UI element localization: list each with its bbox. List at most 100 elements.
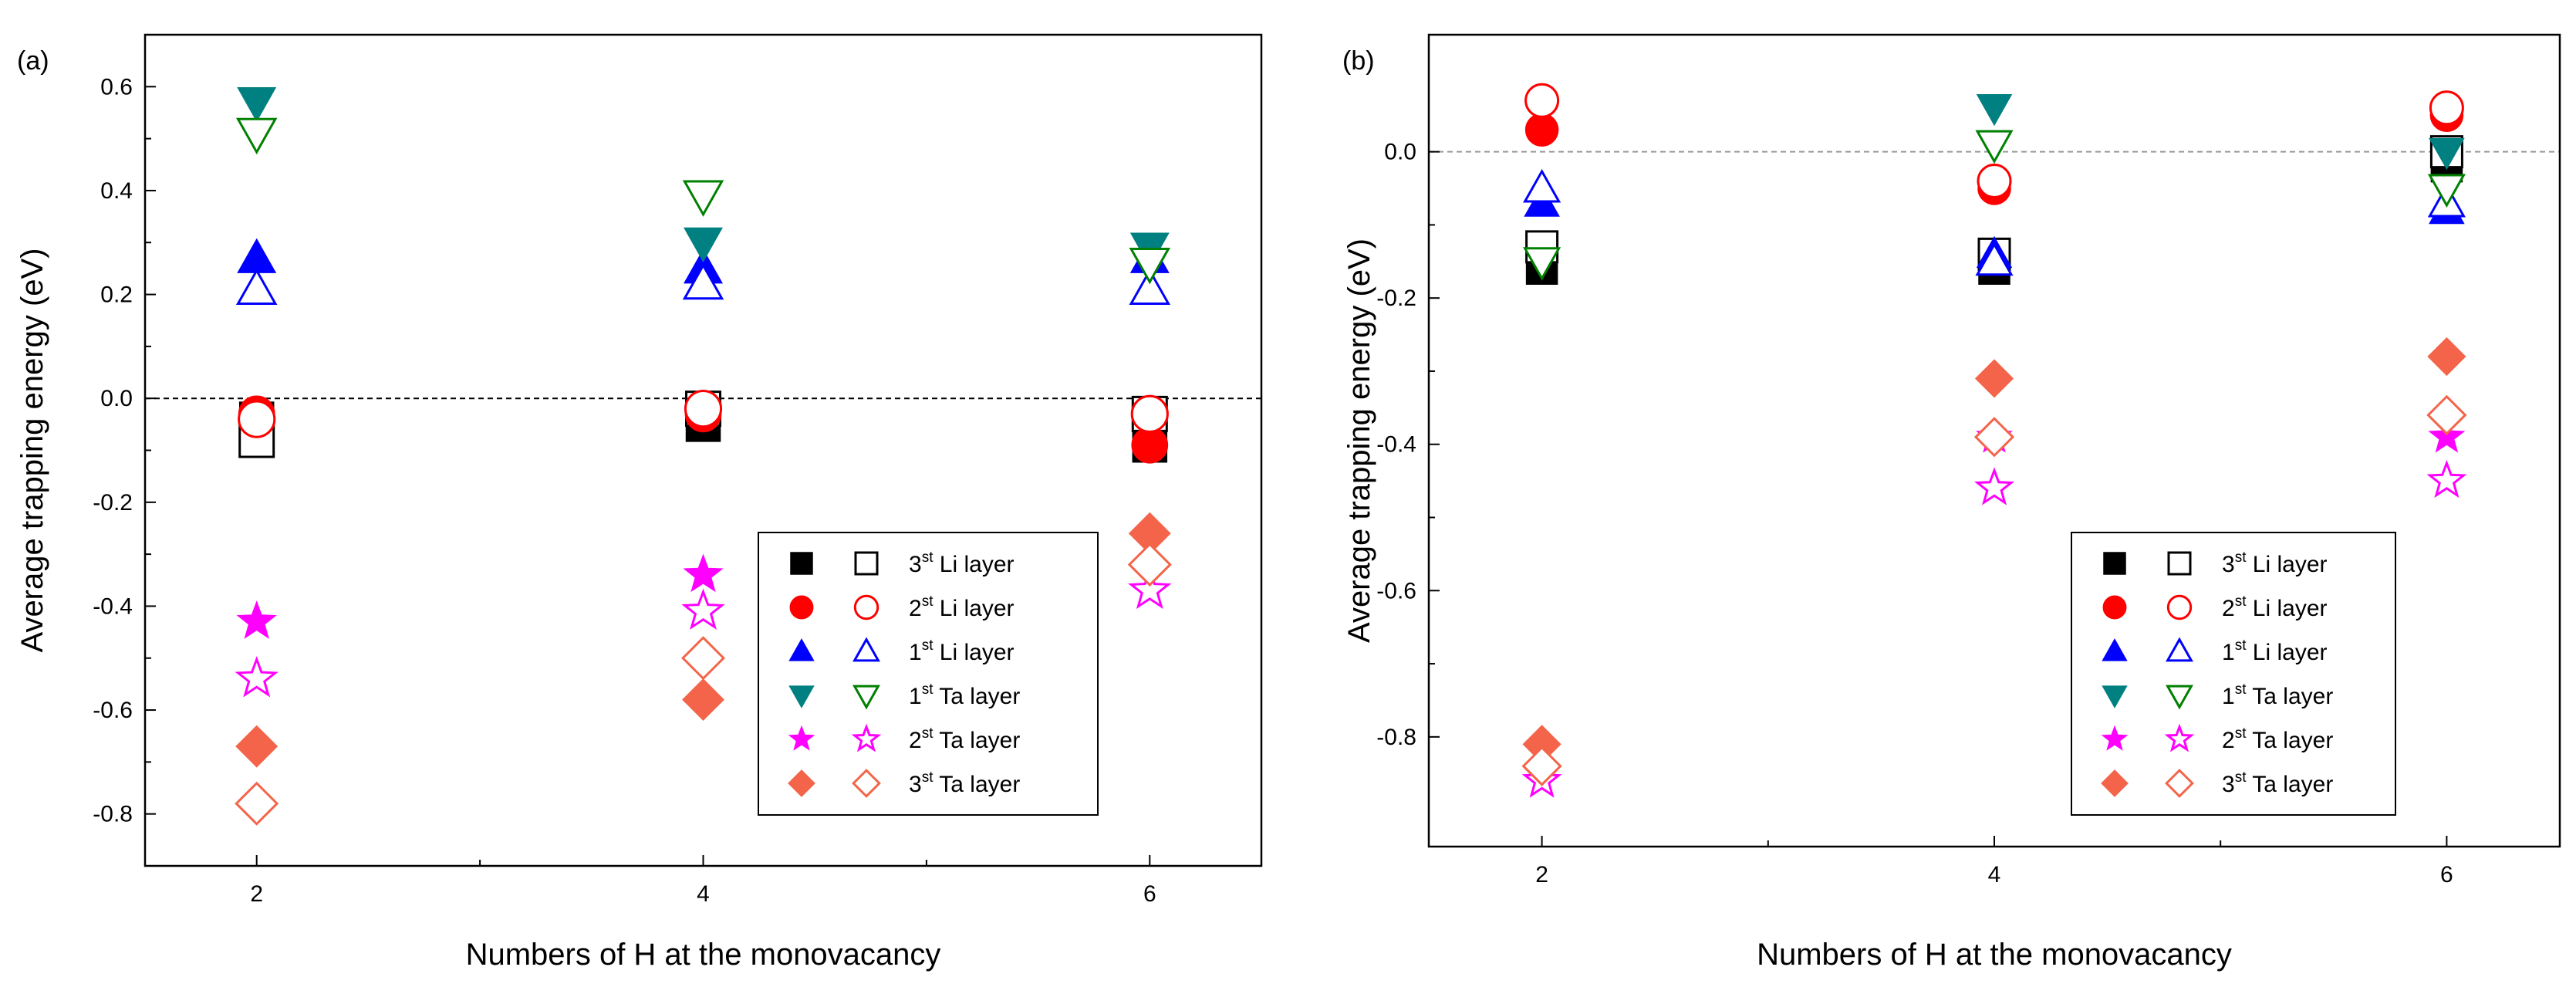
legend-row: 2st Ta layer [788, 723, 1020, 753]
legend-row: 3st Li layer [2103, 549, 2328, 577]
legend-label: 2st Ta layer [2222, 725, 2333, 753]
data-point [684, 390, 723, 428]
data-point [1521, 746, 1562, 786]
panel-label: (b) [1342, 46, 1375, 76]
legend-superscript: st [922, 549, 934, 566]
data-point [682, 678, 724, 722]
legend-label: 2st Li layer [2222, 593, 2328, 621]
legend-marker-filled [2102, 685, 2128, 708]
legend-marker-open [853, 594, 879, 620]
legend-row: 1st Ta layer [2102, 681, 2333, 710]
y-tick-label: 0.4 [100, 178, 133, 204]
data-point [1128, 567, 1172, 610]
legend-ordinal: 1 [909, 684, 922, 709]
legend-superscript: st [922, 637, 934, 654]
legend-ordinal: 2 [2222, 596, 2235, 621]
data-point [235, 117, 278, 155]
legend-ordinal: 3 [2222, 552, 2235, 577]
legend-layer-name: Li layer [2246, 596, 2327, 621]
y-tick-label: -0.4 [1376, 432, 1416, 458]
series-triangle-down-open [1523, 130, 2466, 281]
legend-layer-name: Ta layer [2246, 772, 2333, 797]
legend-box [758, 532, 1099, 816]
legend-label: 1st Li layer [2222, 637, 2328, 665]
legend-ordinal: 2 [909, 596, 922, 621]
series-triangle-down-open [235, 117, 1171, 285]
x-tick-label: 4 [697, 881, 710, 907]
legend-marker-open [852, 637, 880, 662]
legend-marker-filled [2102, 595, 2127, 620]
legend-layer-name: Li layer [933, 552, 1014, 577]
y-tick-label: -0.8 [1376, 725, 1416, 750]
legend-marker-filled [790, 552, 813, 575]
legend-label: 1st Ta layer [909, 681, 1020, 709]
legend-layer-name: Ta layer [933, 684, 1020, 709]
legend-row: 2st Li layer [789, 593, 1015, 621]
legend-superscript: st [2235, 681, 2247, 698]
data-point [682, 180, 724, 217]
x-tick-label: 2 [250, 881, 263, 907]
x-tick-label: 6 [2440, 862, 2453, 888]
y-tick-label: -0.2 [1376, 286, 1416, 311]
legend-row: 2st Ta layer [2101, 723, 2333, 753]
data-point [235, 725, 279, 768]
data-point [1977, 164, 2012, 199]
data-point [235, 781, 279, 826]
legend-superscript: st [922, 681, 934, 698]
legend-superscript: st [2235, 769, 2247, 786]
legend-marker-filled [788, 638, 815, 661]
data-point [235, 656, 279, 698]
legend-marker-filled [788, 769, 815, 797]
series-star-open [235, 567, 1172, 698]
y-tick-label: -0.8 [93, 802, 133, 827]
legend-superscript: st [2235, 637, 2247, 654]
data-point [2427, 174, 2466, 208]
series-diamond-filled [1522, 336, 2466, 764]
legend-marker-filled [2101, 769, 2129, 797]
legend-label: 3st Ta layer [2222, 769, 2333, 797]
legend-ordinal: 2 [2222, 728, 2235, 753]
panel-a: (a) 0.6 0.4 0.2 0.0 -0.2 -0.4 -0.6 -0.8 2 4 6 Number… [15, 33, 1263, 972]
legend-superscript: st [2235, 549, 2247, 566]
series-diamond-filled [235, 512, 1171, 768]
series-circle-open [238, 390, 1169, 438]
legend-superscript: st [2235, 593, 2247, 610]
legend-marker-open [851, 723, 882, 752]
data-point [683, 553, 724, 593]
legend-marker-open [2166, 685, 2193, 710]
data-point [684, 227, 723, 262]
y-tick-label: -0.6 [1376, 578, 1416, 604]
data-point [1130, 394, 1169, 433]
data-point [236, 600, 277, 639]
legend-row: 1st Li layer [788, 637, 1015, 665]
y-tick-label: -0.2 [93, 490, 133, 516]
legend-marker-open [2167, 551, 2192, 576]
legend-row: 2st Li layer [2102, 593, 2328, 621]
legend-layer-name: Li layer [2246, 640, 2327, 665]
legend-layer-name: Li layer [2246, 552, 2327, 577]
legend-marker-open [2166, 637, 2193, 662]
legend-ordinal: 3 [2222, 772, 2235, 797]
x-axis-title: Numbers of H at the monovacancy [466, 938, 941, 972]
legend-layer-name: Ta layer [933, 728, 1020, 753]
legend-ordinal: 3 [909, 552, 922, 577]
legend-layer-name: Li layer [933, 596, 1014, 621]
legend-label: 3st Li layer [2222, 549, 2328, 577]
legend-label: 3st Ta layer [909, 769, 1020, 797]
legend-row: 1st Ta layer [788, 681, 1020, 710]
data-point [681, 588, 725, 631]
x-tick-label: 4 [1988, 862, 2001, 888]
legend-marker-open [852, 769, 881, 798]
legend-ordinal: 1 [909, 640, 922, 665]
legend-marker-filled [2102, 638, 2128, 661]
legend-marker-filled [788, 685, 815, 708]
legend-layer-name: Ta layer [2246, 728, 2333, 753]
legend-superscript: st [922, 769, 934, 786]
legend-row: 3st Ta layer [788, 769, 1020, 798]
data-point [680, 636, 726, 681]
data-point [1975, 242, 2014, 276]
data-point [1974, 467, 2014, 505]
y-tick-label: 0.0 [100, 386, 133, 411]
